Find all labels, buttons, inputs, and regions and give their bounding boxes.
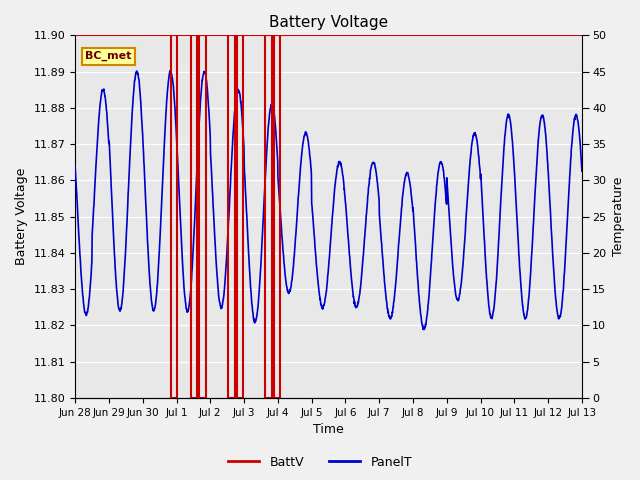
Bar [274,36,280,398]
Bar [191,36,198,398]
Bar [228,36,235,398]
Bar [237,36,243,398]
Bar [265,36,272,398]
Title: Battery Voltage: Battery Voltage [269,15,388,30]
Bar [200,36,206,398]
Legend: BattV, PanelT: BattV, PanelT [223,451,417,474]
Bar [171,36,177,398]
Y-axis label: Battery Voltage: Battery Voltage [15,168,28,265]
X-axis label: Time: Time [313,423,344,436]
Text: BC_met: BC_met [85,51,132,61]
Y-axis label: Temperature: Temperature [612,177,625,256]
